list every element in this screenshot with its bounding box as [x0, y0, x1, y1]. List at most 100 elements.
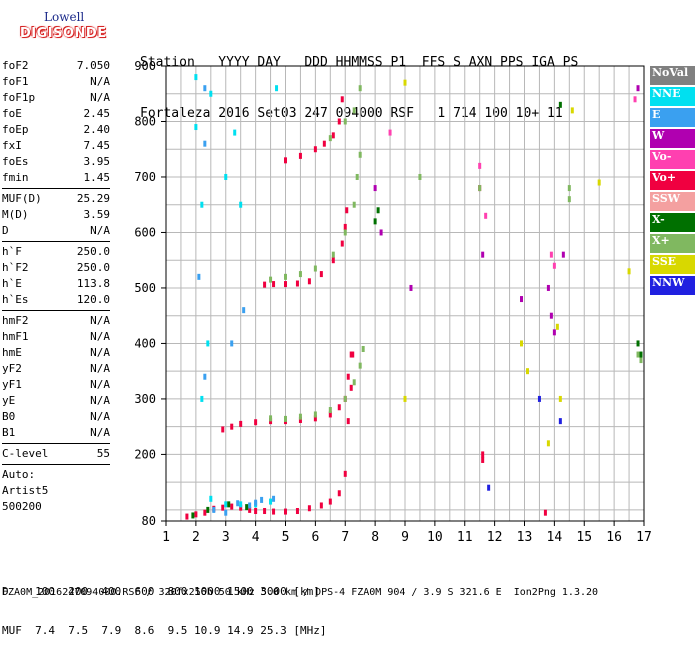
param-value: 2.40 [83, 123, 111, 136]
x-tick-label: 13 [517, 530, 533, 545]
legend-item: X- [650, 213, 695, 232]
data-point [194, 124, 198, 131]
legend-item: X+ [650, 234, 695, 253]
data-point [254, 419, 258, 426]
data-point [284, 508, 287, 515]
data-point [295, 280, 299, 287]
param-value: 2.45 [83, 107, 111, 120]
param-name: C-level [2, 447, 49, 460]
data-point [313, 411, 317, 418]
data-point [200, 395, 204, 402]
data-point [298, 271, 302, 278]
param-name: foEp [2, 123, 29, 136]
data-point [633, 96, 637, 103]
data-point [331, 251, 335, 258]
data-point [525, 368, 529, 375]
data-point [627, 268, 631, 275]
data-point [361, 345, 365, 352]
param-name: foE [2, 107, 22, 120]
data-point [203, 140, 207, 147]
param-name: yF1 [2, 378, 22, 391]
muf-table: D 100 200 400 600 800 1000 1500 3000 [km… [2, 559, 327, 650]
param-value: 250.0 [76, 261, 110, 274]
data-point [373, 218, 377, 225]
data-point [263, 508, 267, 515]
param-row: h`E 113.8 [2, 276, 110, 292]
data-point [275, 85, 279, 92]
data-point [552, 329, 556, 336]
x-tick-label: 12 [487, 530, 503, 545]
data-point [481, 251, 485, 258]
param-name: h`F [2, 245, 22, 258]
data-point [570, 107, 574, 114]
data-point [555, 323, 559, 330]
data-point [242, 307, 246, 314]
y-tick-label: 300 [134, 392, 156, 406]
ionogram-chart: 1 2 3 4 5 6 7 8 9 10 11 12 13 14 15 16 17802003004005006… [134, 59, 652, 545]
x-tick-label: 4 [252, 530, 260, 545]
data-point [224, 501, 228, 508]
data-point [481, 456, 485, 463]
param-value: N/A [90, 410, 110, 423]
param-row: yE N/A [2, 393, 110, 409]
data-point [388, 129, 392, 136]
data-point [295, 508, 299, 515]
legend-item: E [650, 108, 695, 127]
param-separator [2, 188, 110, 189]
data-point [298, 417, 302, 424]
param-name: h`E [2, 277, 22, 290]
param-row: foEp 2.40 [2, 122, 110, 138]
data-point [248, 502, 252, 509]
data-point [337, 118, 341, 125]
legend-item: SSE [650, 255, 695, 274]
data-point [418, 173, 422, 180]
data-point [263, 281, 267, 288]
data-point [328, 411, 332, 418]
data-point [558, 101, 562, 108]
data-point [376, 207, 380, 214]
data-point [331, 257, 335, 264]
param-name: 500200 [2, 500, 42, 513]
data-point [636, 85, 640, 92]
data-point [355, 173, 359, 180]
data-point [537, 395, 541, 402]
data-point [298, 413, 302, 420]
x-tick-label: 5 [282, 530, 290, 545]
y-tick-label: 700 [134, 170, 156, 184]
param-row: h`Es 120.0 [2, 292, 110, 308]
data-point [203, 85, 207, 92]
y-tick-label: 80 [142, 514, 156, 528]
param-value: 1.45 [83, 171, 111, 184]
data-point [239, 501, 243, 508]
data-point [343, 229, 347, 236]
param-value: 7.050 [76, 59, 110, 72]
param-value: 55 [96, 447, 110, 460]
legend-item: W [650, 129, 695, 148]
data-point [520, 296, 524, 303]
y-tick-label: 200 [134, 447, 156, 461]
y-tick-label: 600 [134, 225, 156, 239]
data-point [307, 505, 311, 512]
param-value: N/A [90, 362, 110, 375]
param-value: 250.0 [76, 245, 110, 258]
data-point [209, 495, 213, 502]
param-name: h`Es [2, 293, 29, 306]
data-point [639, 357, 643, 364]
param-separator [2, 310, 110, 311]
param-value: 3.59 [83, 208, 111, 221]
data-point [269, 498, 273, 505]
data-point [203, 509, 207, 516]
data-point [358, 362, 362, 369]
data-point [403, 79, 407, 86]
data-point [409, 284, 413, 291]
param-row: C-level 55 [2, 446, 110, 462]
data-point [221, 504, 225, 511]
data-point [212, 506, 216, 513]
param-name: foF1 [2, 75, 29, 88]
data-point [269, 415, 273, 422]
data-point [546, 284, 550, 291]
data-point [567, 196, 571, 203]
param-row: h`F 250.0 [2, 244, 110, 260]
data-point [328, 407, 332, 414]
data-point [284, 415, 287, 422]
